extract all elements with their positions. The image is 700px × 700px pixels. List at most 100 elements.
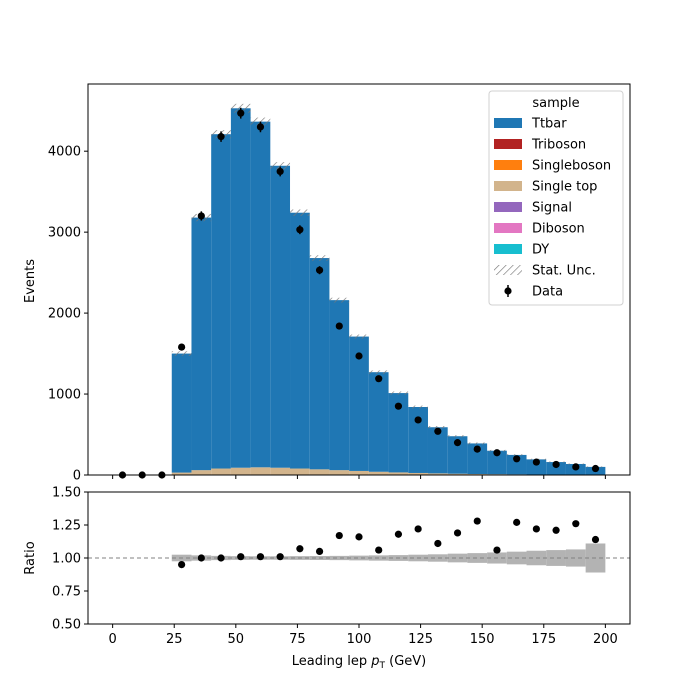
ratio-point <box>256 553 265 561</box>
stat-unc-hatch <box>427 426 448 429</box>
bar-single-top <box>171 472 192 475</box>
bar-single-top <box>250 467 271 475</box>
data-point <box>315 266 324 274</box>
bar-single-top <box>270 467 291 475</box>
ratio-point <box>178 561 186 569</box>
data-point <box>375 375 383 383</box>
y-tick-label: 2000 <box>48 307 81 322</box>
bar-ttbar <box>368 372 389 472</box>
bar-single-top <box>368 471 389 475</box>
stat-unc-hatch <box>270 162 291 170</box>
bar-ttbar <box>487 450 507 475</box>
ratio-point <box>513 518 521 526</box>
bar-ttbar <box>171 353 192 473</box>
bar-single-top <box>290 468 310 475</box>
data-point <box>296 226 304 234</box>
data-point <box>473 445 481 453</box>
legend-label-single-top: Single top <box>532 180 597 195</box>
bar-single-top <box>447 473 468 475</box>
stat-unc-hatch <box>506 454 527 456</box>
stat-unc-hatch <box>329 297 350 303</box>
bar-ttbar <box>309 258 330 470</box>
ratio-point <box>355 533 363 541</box>
bar-ttbar <box>388 393 409 473</box>
ratio-unc-band <box>546 550 566 566</box>
legend-label-signal: Signal <box>532 201 572 216</box>
data-point <box>572 463 580 471</box>
ratio-point <box>434 539 442 548</box>
bar-ttbar <box>329 300 350 471</box>
bar-ttbar <box>349 336 369 471</box>
ratio-point <box>197 554 205 562</box>
data-point <box>552 460 560 469</box>
x-tick-label: 25 <box>166 632 183 647</box>
legend: sample Ttbar Triboson Singleboson Single top… <box>488 90 624 306</box>
stat-unc-hatch <box>349 334 369 339</box>
ratio-y-tick-label: 1.00 <box>52 552 81 567</box>
bar-single-top <box>427 473 448 475</box>
ratio-plot: 0.50 0.75 1.00 1.25 1.50 0 25 50 75 100 125 150 175 2… <box>52 486 631 647</box>
legend-label-stat-unc: Stat. Unc. <box>532 264 596 279</box>
ratio-point <box>375 546 383 554</box>
bar-ttbar <box>250 121 271 468</box>
x-tick-label: 75 <box>289 632 306 647</box>
legend-label-ttbar: Ttbar <box>531 117 567 132</box>
ratio-y-tick-label: 1.50 <box>52 486 81 501</box>
bar-single-top <box>349 470 369 475</box>
x-tick-label: 0 <box>108 632 116 647</box>
ratio-point <box>315 547 324 556</box>
legend-label-triboson: Triboson <box>531 138 586 153</box>
ratio-point <box>217 554 225 562</box>
bar-ttbar <box>546 462 566 475</box>
ratio-point <box>276 553 284 561</box>
legend-box <box>488 90 624 306</box>
legend-label-diboson: Diboson <box>532 222 585 237</box>
bar-single-top <box>211 468 231 475</box>
stat-unc-hatch <box>388 391 409 395</box>
x-tick-label: 125 <box>408 632 433 647</box>
legend-swatch-stat-unc <box>494 265 522 275</box>
ratio-point <box>552 526 560 534</box>
legend-swatch-triboson <box>494 139 522 149</box>
x-tick-label: 50 <box>228 632 245 647</box>
legend-swatch-single-top <box>494 181 522 191</box>
ratio-unc-band <box>565 549 586 567</box>
legend-swatch-dy <box>494 244 522 254</box>
stat-unc-hatch <box>309 255 330 261</box>
bar-ttbar <box>270 165 291 468</box>
data-point <box>197 212 205 220</box>
bar-ttbar <box>526 459 547 475</box>
y-axis-label-ratio: Ratio <box>23 541 38 574</box>
ratio-y-tick-label: 0.50 <box>52 618 81 633</box>
x-tick-label: 175 <box>531 632 556 647</box>
y-tick-label: 0 <box>73 469 81 484</box>
ratio-point <box>572 520 580 528</box>
data-point <box>434 427 442 435</box>
bar-single-top <box>388 472 409 475</box>
legend-swatch-signal <box>494 202 522 212</box>
bar-single-top <box>230 467 251 475</box>
ratio-point <box>237 553 245 561</box>
legend-title: sample <box>532 96 579 111</box>
bar-ttbar <box>467 443 488 475</box>
ratio-unc-band <box>329 555 350 561</box>
stat-unc-hatch <box>447 435 468 438</box>
bar-single-top <box>309 469 330 475</box>
ratio-unc-band <box>349 555 369 561</box>
bar-ttbar <box>191 217 212 471</box>
x-tick-label: 150 <box>470 632 495 647</box>
ratio-unc-band <box>427 554 448 562</box>
bar-ttbar <box>290 212 310 469</box>
legend-label-data: Data <box>532 285 563 300</box>
ratio-point <box>296 545 304 553</box>
data-point <box>532 458 540 466</box>
x-tick-label: 200 <box>593 632 618 647</box>
y-tick-label: 1000 <box>48 388 81 403</box>
bar-ttbar <box>211 134 231 469</box>
data-point <box>513 455 521 463</box>
bar-ttbar <box>447 436 468 474</box>
bar-ttbar <box>408 407 428 473</box>
stat-unc-hatch <box>408 405 428 409</box>
data-point <box>237 109 245 117</box>
